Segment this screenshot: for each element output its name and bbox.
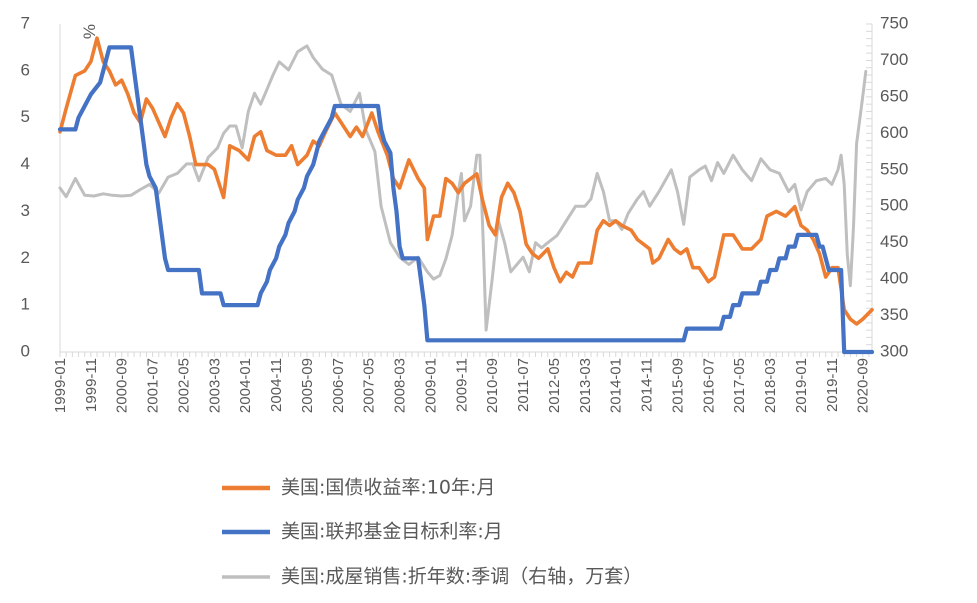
x-tick-label: 2011-07	[515, 358, 532, 412]
x-tick-label: 2019-01	[793, 358, 810, 413]
legend-label: 美国:联邦基金目标利率:月	[281, 521, 503, 543]
x-tick-labels: 1999-01 1999-11 2000-09 2001-07 2002-05 2003-…	[52, 358, 872, 413]
x-tick-label: 2017-05	[731, 358, 748, 413]
x-tick-label: 2008-03	[392, 358, 409, 413]
x-tick-label: 2001-07	[145, 358, 162, 413]
legend-label: 美国:国债收益率:10年:月	[281, 477, 495, 499]
x-tick-label: 2014-11	[639, 358, 656, 412]
x-tick-label: 2005-09	[299, 358, 316, 413]
x-tick-label: 2010-09	[484, 358, 501, 413]
x-tick-label: 2012-05	[546, 358, 563, 413]
left-y-tick-label: 2	[21, 248, 30, 267]
axes	[59, 24, 873, 353]
legend-label: 美国:成屋销售:折年数:季调（右轴，万套）	[281, 566, 642, 588]
x-tick-label: 2014-01	[608, 358, 625, 413]
x-tick-label: 2003-03	[206, 358, 223, 413]
left-y-tick-label: 0	[21, 341, 30, 360]
x-tick-label: 2013-03	[577, 358, 594, 413]
x-tick-label: 2018-03	[762, 358, 779, 413]
x-tick-label: 2009-11	[453, 358, 470, 412]
right-y-tick-label: 400	[880, 269, 908, 288]
x-tick-label: 1999-01	[52, 358, 69, 413]
legend: 美国:国债收益率:10年:月美国:联邦基金目标利率:月美国:成屋销售:折年数:季…	[222, 477, 642, 588]
left-y-tick-label: 3	[21, 201, 30, 220]
x-tick-label: 2016-07	[700, 358, 717, 413]
x-tick-label: 2002-05	[175, 358, 192, 413]
x-tick-label: 2020-09	[855, 358, 872, 413]
x-tick-label: 2009-01	[422, 358, 439, 413]
right-y-tick-label: 450	[880, 232, 908, 251]
x-tick-label: 2019-11	[824, 358, 841, 412]
x-tick-label: 2007-05	[361, 358, 378, 413]
right-y-tick-label: 550	[880, 159, 908, 178]
left-y-tick-label: 5	[21, 107, 30, 126]
right-y-tick-labels: 300 350 400 450 500 550 600 650 700 750	[866, 13, 908, 360]
x-tick-label: 2006-07	[330, 358, 347, 413]
x-minor-ticks	[59, 352, 870, 357]
right-y-tick-label: 750	[880, 13, 908, 32]
series-layer	[57, 36, 875, 355]
series-line-0	[58, 36, 874, 326]
right-y-tick-label: 700	[880, 50, 908, 69]
left-y-tick-label: 1	[21, 295, 30, 314]
left-y-tick-labels: 0 1 2 3 4 5 6 7	[21, 13, 30, 360]
x-tick-label: 2015-09	[669, 358, 686, 413]
x-tick-label: 1999-11	[83, 358, 100, 412]
left-y-tick-label: 6	[21, 60, 30, 79]
right-y-tick-label: 600	[880, 123, 908, 142]
left-y-tick-label: 7	[21, 13, 30, 32]
series-line-2	[58, 44, 868, 332]
right-y-tick-label: 350	[880, 305, 908, 324]
right-y-tick-label: 650	[880, 86, 908, 105]
series-line-1	[57, 45, 875, 355]
y-axis-unit-label: %	[80, 24, 99, 39]
x-tick-label: 2004-01	[237, 358, 254, 413]
right-y-tick-label: 500	[880, 196, 908, 215]
x-tick-label: 2004-11	[268, 358, 285, 412]
left-y-tick-label: 4	[21, 154, 30, 173]
right-y-tick-label: 300	[880, 341, 908, 360]
x-tick-label: 2000-09	[114, 358, 131, 413]
